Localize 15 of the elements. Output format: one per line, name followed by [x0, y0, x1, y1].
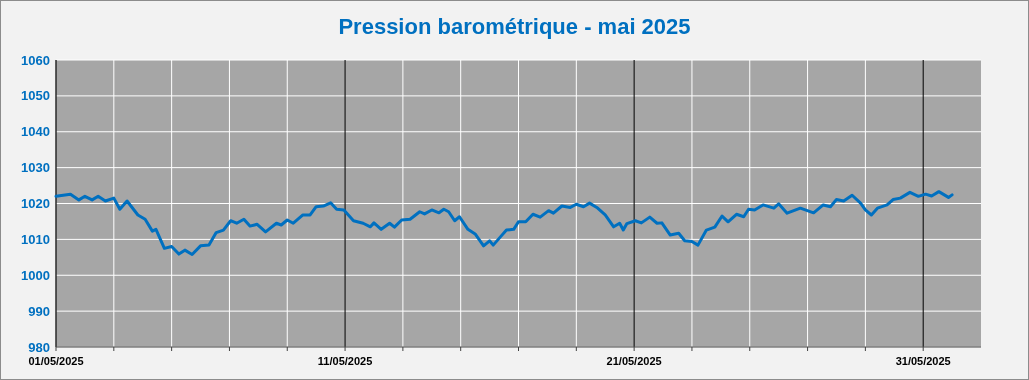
y-tick-label: 1060 — [21, 52, 50, 68]
y-tick-label: 1020 — [21, 196, 50, 212]
y-tick-label: 1010 — [21, 231, 50, 247]
x-tick-label: 31/05/2025 — [895, 355, 951, 367]
y-tick-label: 1040 — [21, 124, 50, 140]
chart-title: Pression barométrique - mai 2025 — [338, 14, 691, 39]
y-tick-label: 1030 — [21, 160, 50, 176]
y-tick-label: 990 — [28, 303, 50, 319]
x-tick-label: 21/05/2025 — [606, 355, 662, 367]
x-tick-label: 01/05/2025 — [28, 355, 84, 367]
x-tick-label: 11/05/2025 — [317, 355, 373, 367]
line-series — [54, 190, 954, 256]
y-tick-label: 980 — [28, 339, 50, 355]
y-tick-label: 1050 — [21, 88, 50, 104]
y-tick-label: 1000 — [21, 267, 50, 283]
